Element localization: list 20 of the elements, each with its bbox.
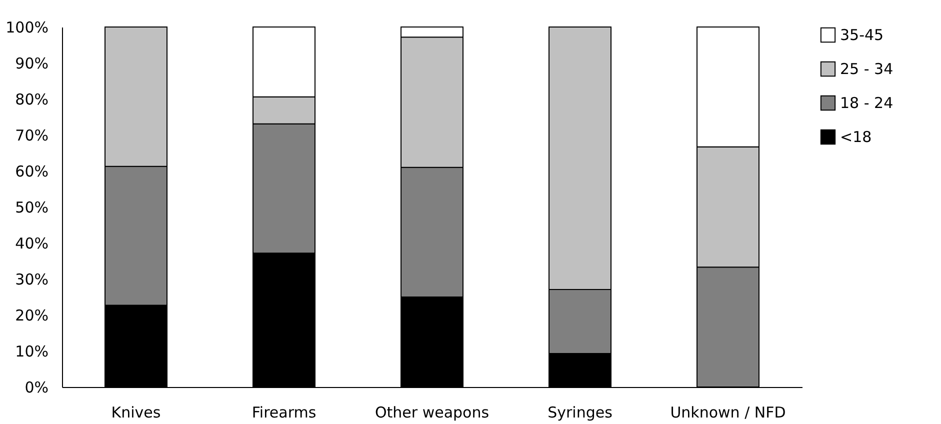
legend-label: 35-45 (840, 26, 884, 44)
x-tick-label: Unknown / NFD (670, 404, 786, 422)
y-tick-label: 10% (15, 342, 48, 360)
y-tick-label: 0% (24, 378, 48, 396)
y-tick-label: 70% (15, 126, 48, 144)
legend-label: 18 - 24 (840, 94, 894, 112)
x-tick-label: Firearms (252, 404, 316, 422)
x-tick-label: Syringes (548, 404, 613, 422)
y-tick-label: 80% (15, 90, 48, 108)
y-tick-label: 50% (15, 198, 48, 216)
legend-label: 25 - 34 (840, 60, 894, 78)
y-tick-label: 40% (15, 234, 48, 252)
x-tick-label: Other weapons (374, 404, 490, 422)
legend-label: <18 (840, 128, 872, 146)
y-tick-label: 60% (15, 162, 48, 180)
y-tick-label: 20% (15, 306, 48, 324)
y-tick-label: 100% (6, 18, 48, 36)
y-tick-label: 30% (15, 270, 48, 288)
x-tick-label: Knives (111, 404, 161, 422)
y-tick-label: 90% (15, 54, 48, 72)
